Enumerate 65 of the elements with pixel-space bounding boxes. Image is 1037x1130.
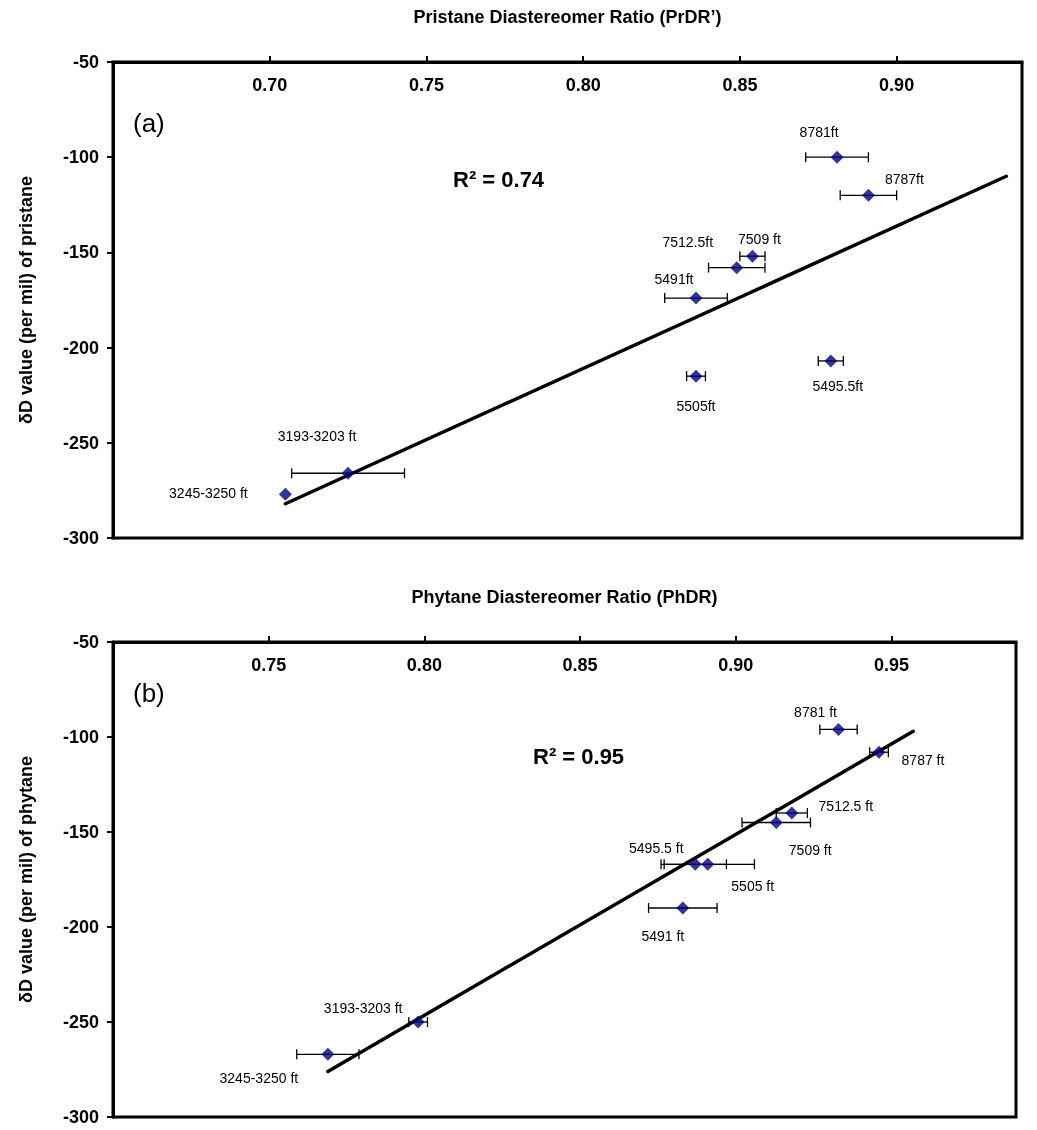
point [411,1015,425,1029]
point [676,901,690,915]
y-tick-label: -50 [72,632,99,652]
y-tick-label: -150 [62,822,99,842]
annotation: 5491ft [654,271,694,288]
point [832,722,846,736]
annotation: 8787ft [884,171,924,188]
point [745,249,759,263]
x-tick-label: 0.90 [879,75,915,95]
y-tick-label: -300 [62,1107,99,1127]
y-tick-label: -150 [62,242,99,263]
x-tick-label: 0.80 [565,75,601,95]
annotation: 5495.5 ft [629,840,684,857]
x-tick-label: 0.90 [718,655,754,675]
point [730,261,744,275]
annotation: 8781 ft [794,704,838,721]
annotation: 5495.5ft [812,377,864,394]
point [824,354,838,368]
point [769,816,783,829]
point [701,857,715,871]
x-tick-label: 0.70 [252,75,288,95]
point [689,291,703,305]
annotation: 8781ft [799,124,839,141]
annotation: 5505ft [676,398,716,415]
annotation: R² = 0.74 [453,166,545,192]
y-tick-label: -200 [62,337,99,358]
y-axis-title: δD value (per mil) of pristane [16,176,36,424]
annotation: 7509 ft [788,841,832,858]
y-axis-title: δD value (per mil) of phytane [16,756,36,1003]
annotation: 3245-3250 ft [219,1070,299,1087]
x-tick-label: 0.80 [406,655,442,675]
x-tick-label: 0.75 [408,75,444,95]
y-tick-label: -200 [62,917,99,937]
point [688,857,702,871]
y-tick-label: -100 [62,727,99,747]
annotation: 8787 ft [901,752,945,769]
point [321,1047,335,1061]
annotation: 7512.5ft [662,233,714,250]
point [861,188,875,202]
annotation: 3193-3203 ft [277,428,357,445]
y-tick-label: -250 [62,432,99,453]
point [830,150,844,164]
x-tick-label: 0.95 [873,655,909,675]
annotation: 3245-3250 ft [169,485,248,502]
x-axis-title: Pristane Diastereomer Ratio (PrDR’) [413,7,722,27]
x-tick-label: 0.75 [251,655,287,675]
annotation: R² = 0.95 [533,743,625,769]
y-tick-label: -300 [62,528,99,548]
y-tick-label: -50 [72,52,99,72]
x-tick-label: 0.85 [562,655,598,675]
annotation: 5491 ft [641,928,685,944]
annotation: 5505 ft [731,878,775,895]
point [689,369,703,383]
annotation: 7512.5 ft [818,798,874,814]
x-tick-label: 0.85 [722,75,758,95]
x-axis-title: Phytane Diastereomer Ratio (PhDR) [411,587,718,607]
point [341,466,355,480]
point [278,487,292,501]
annotation: 7509 ft [738,231,781,248]
y-tick-label: -100 [62,147,99,168]
point [785,806,799,820]
annotation: 3193-3203 ft [323,1000,403,1016]
annotation: (b) [133,678,165,708]
y-tick-label: -250 [62,1012,99,1032]
annotation: (a) [133,108,165,138]
